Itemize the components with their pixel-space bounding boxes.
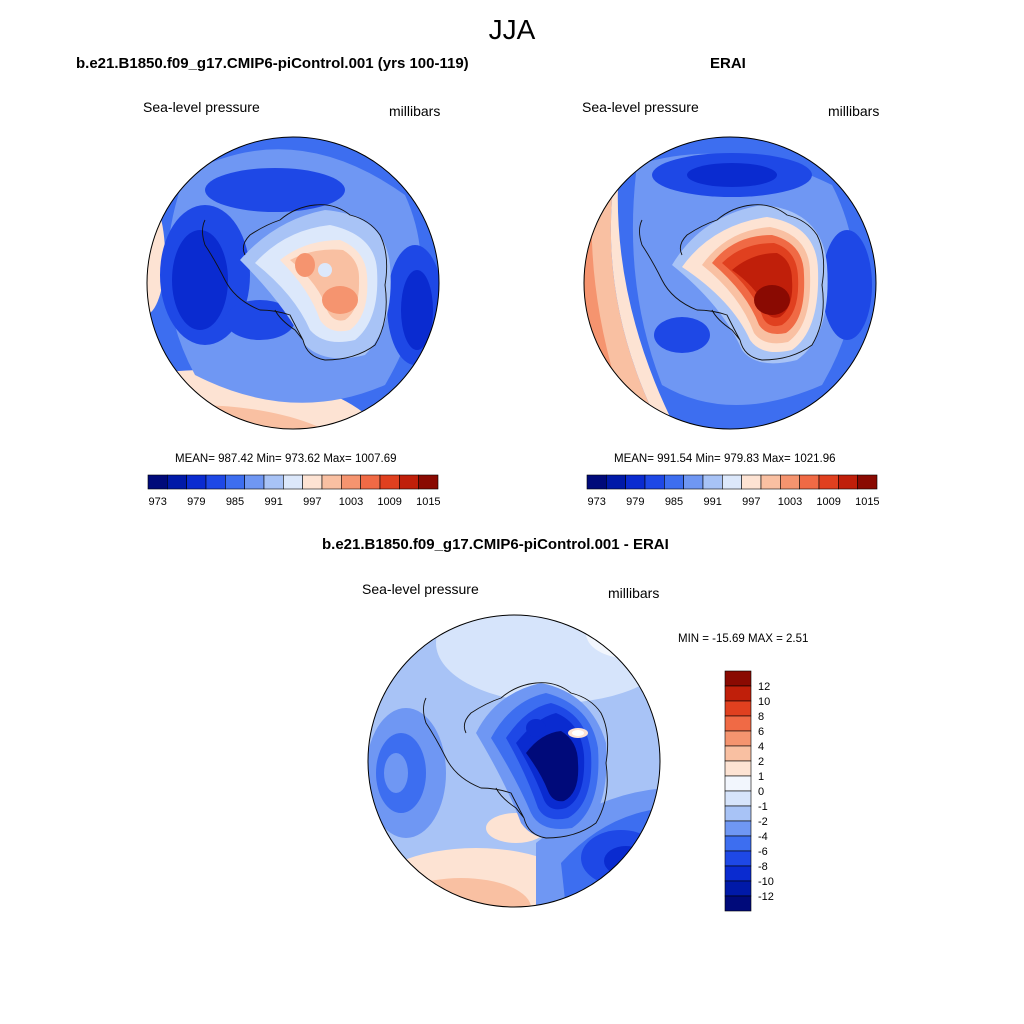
colorbar-tick-label: 973 <box>587 496 605 508</box>
colorbar-tick-label: 1015 <box>855 496 879 508</box>
colorbar-tick-label: 1009 <box>377 496 401 508</box>
colorbar-tick-label: 997 <box>742 496 760 508</box>
colorbar-swatch <box>244 474 265 490</box>
colorbar-swatch <box>724 850 752 867</box>
colorbar-swatch <box>724 895 752 912</box>
colorbar-tick-label: 1 <box>758 771 764 783</box>
colorbar-tick-label: 991 <box>264 496 282 508</box>
colorbar-tick-label: 1003 <box>339 496 363 508</box>
colorbar-swatch <box>724 790 752 807</box>
colorbar-swatch <box>724 880 752 897</box>
colorbar-swatch <box>321 474 342 490</box>
colorbar-tick-label: -2 <box>758 816 768 828</box>
colorbar-swatch <box>702 474 723 490</box>
colorbar-swatch <box>741 474 762 490</box>
colorbar-swatch <box>664 474 684 490</box>
colorbar-swatch <box>724 670 752 687</box>
colorbar-swatch <box>724 715 752 732</box>
colorbar-swatch <box>167 474 187 490</box>
colorbar-swatch <box>644 474 665 490</box>
colorbar-tick-label: 991 <box>703 496 721 508</box>
panel-2-stats: MEAN= 991.54 Min= 979.83 Max= 1021.96 <box>614 453 836 465</box>
colorbar-swatch <box>606 474 626 490</box>
panel-1-units: millibars <box>389 103 441 119</box>
colorbar-tick-label: 8 <box>758 711 764 723</box>
colorbar-swatch <box>360 474 381 490</box>
colorbar-swatch <box>625 474 646 490</box>
colorbar-tick-label: -12 <box>758 891 774 903</box>
colorbar-tick-label: 973 <box>148 496 166 508</box>
figure-title: JJA <box>488 14 536 45</box>
colorbar-tick-label: 985 <box>226 496 244 508</box>
colorbar-swatch <box>205 474 226 490</box>
colorbar-tick-label: 979 <box>626 496 644 508</box>
colorbar-swatch <box>724 745 752 762</box>
colorbar-tick-label: 0 <box>758 786 764 798</box>
colorbar-swatch <box>418 474 439 490</box>
colorbar-tick-label: 985 <box>665 496 683 508</box>
map-difference-slp <box>367 614 661 908</box>
colorbar-tick-label: 12 <box>758 681 770 693</box>
colorbar-swatch <box>724 805 752 822</box>
colorbar-swatch <box>379 474 400 490</box>
colorbar-swatch <box>263 474 284 490</box>
colorbar-swatch <box>724 730 752 747</box>
colorbar-swatch <box>760 474 781 490</box>
panel-2-variable: Sea-level pressure <box>582 99 699 115</box>
colorbar-swatch <box>724 820 752 837</box>
colorbar-swatch <box>857 474 878 490</box>
panel-2-title: ERAI <box>710 55 746 72</box>
colorbar-erai: 973 979 985 991 997 1003 1009 1015 <box>586 474 880 508</box>
colorbar-swatch <box>683 474 704 490</box>
colorbar-swatch <box>399 474 419 490</box>
colorbar-tick-label: -1 <box>758 801 768 813</box>
colorbar-swatch <box>722 474 742 490</box>
panel-1-title: b.e21.B1850.f09_g17.CMIP6-piControl.001 … <box>76 55 469 72</box>
colorbar-swatch <box>724 685 752 702</box>
colorbar-tick-label: 1009 <box>816 496 840 508</box>
colorbar-swatch <box>724 835 752 852</box>
colorbar-swatch <box>724 865 752 882</box>
colorbar-tick-label: -8 <box>758 861 768 873</box>
colorbar-swatch <box>780 474 800 490</box>
colorbar-tick-label: -10 <box>758 876 774 888</box>
colorbar-swatch <box>724 775 752 792</box>
colorbar-tick-label: 4 <box>758 741 764 753</box>
panel-1-stats: MEAN= 987.42 Min= 973.62 Max= 1007.69 <box>175 453 397 465</box>
colorbar-swatch <box>225 474 245 490</box>
panel-1-variable: Sea-level pressure <box>143 99 260 115</box>
colorbar-tick-label: 10 <box>758 696 770 708</box>
colorbar-tick-label: -6 <box>758 846 768 858</box>
colorbar-tick-label: 2 <box>758 756 764 768</box>
colorbar-swatch <box>838 474 858 490</box>
colorbar-tick-label: 997 <box>303 496 321 508</box>
colorbar-swatch <box>147 474 168 490</box>
colorbar-swatch <box>302 474 323 490</box>
colorbar-swatch <box>818 474 839 490</box>
map-erai-slp <box>583 136 877 430</box>
colorbar-tick-label: 1003 <box>778 496 802 508</box>
panel-3-stats: MIN = -15.69 MAX = 2.51 <box>678 633 809 645</box>
colorbar-swatch <box>724 760 752 777</box>
colorbar-model: 973 979 985 991 997 1003 1009 1015 <box>147 474 441 508</box>
colorbar-swatch <box>799 474 820 490</box>
colorbar-tick-label: 979 <box>187 496 205 508</box>
colorbar-swatch <box>341 474 361 490</box>
panel-2-units: millibars <box>828 103 880 119</box>
colorbar-swatch <box>586 474 607 490</box>
panel-3-variable: Sea-level pressure <box>362 581 479 597</box>
colorbar-tick-label: -4 <box>758 831 768 843</box>
colorbar-swatch <box>283 474 303 490</box>
colorbar-tick-label: 1015 <box>416 496 440 508</box>
colorbar-swatch <box>724 700 752 717</box>
colorbar-swatch <box>186 474 207 490</box>
map-model-slp <box>146 136 440 430</box>
panel-3-units: millibars <box>608 585 660 601</box>
colorbar-tick-label: 6 <box>758 726 764 738</box>
panel-3-title: b.e21.B1850.f09_g17.CMIP6-piControl.001 … <box>322 536 669 553</box>
